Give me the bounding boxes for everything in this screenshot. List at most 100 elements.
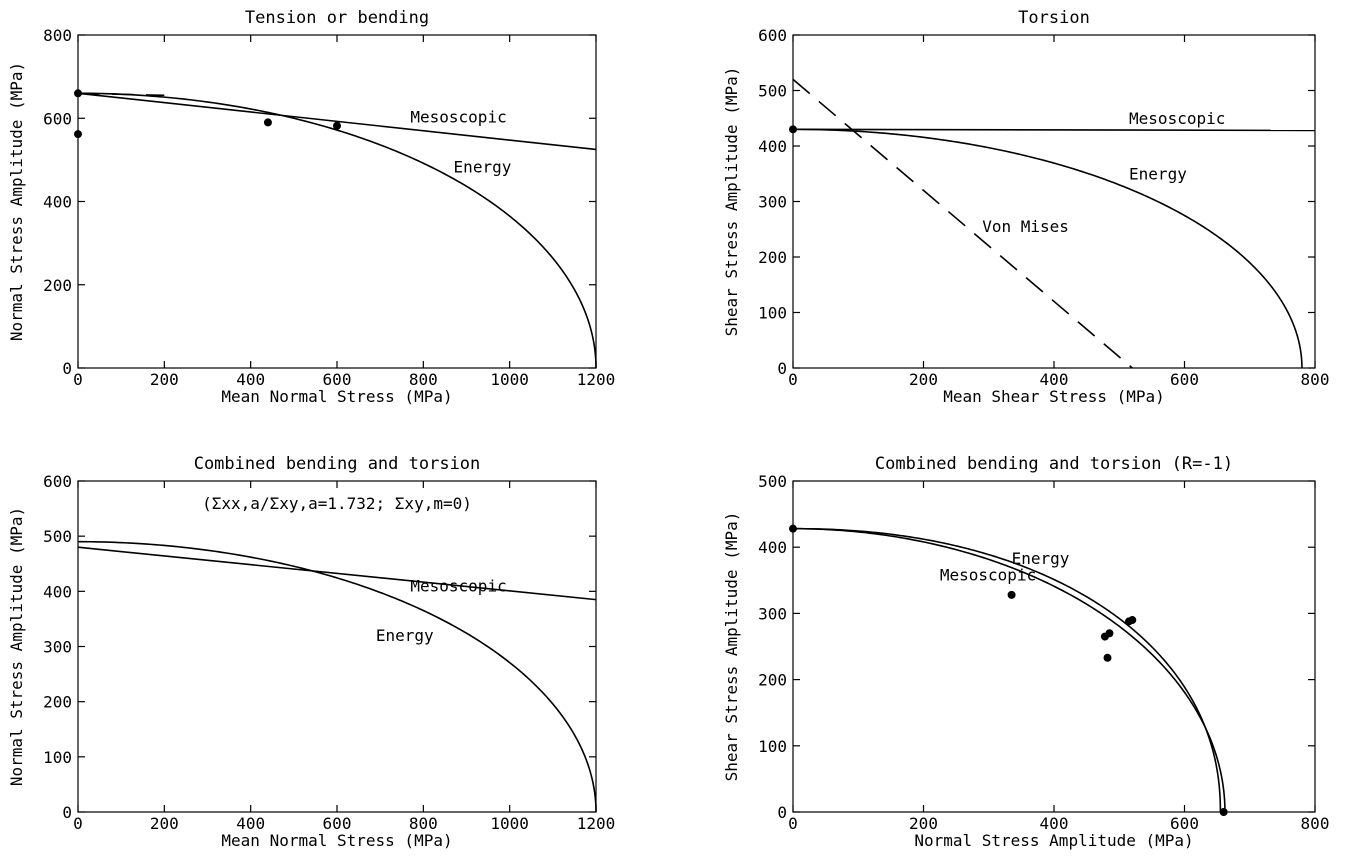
y-tick-label: 500 [43, 527, 72, 546]
chart-title: Torsion [1018, 8, 1090, 28]
energy-label: Energy [454, 157, 512, 176]
energy-curve [792, 527, 1226, 813]
x-tick-label: 1000 [490, 370, 529, 389]
y-tick-label: 300 [43, 638, 72, 657]
data-point [333, 121, 341, 130]
x-axis-label: Mean Normal Stress (MPa) [221, 387, 452, 406]
x-tick-label: 0 [788, 370, 798, 389]
y-axis-label: Normal Stress Amplitude (MPa) [7, 62, 26, 341]
x-tick-label: 1200 [577, 814, 616, 833]
x-tick-label: 600 [323, 370, 352, 389]
x-tick-label: 800 [409, 814, 438, 833]
x-tick-label: 800 [409, 370, 438, 389]
y-tick-label: 0 [777, 803, 787, 822]
y-axis-label: Shear Stress Amplitude (MPa) [722, 67, 741, 337]
data-point [1128, 616, 1137, 625]
chart-title: Tension or bending [245, 8, 429, 28]
chart-title: Combined bending and torsion (R=-1) [875, 454, 1233, 474]
chart-panel-3: Combined bending and torsion (Σxx,a/Σxy,a… [7, 454, 615, 850]
data-point [263, 118, 272, 127]
data-point [1105, 629, 1114, 638]
von-mises-label: Von Mises [982, 217, 1069, 236]
energy-curve [78, 92, 597, 369]
x-tick-label: 1200 [577, 370, 616, 389]
mesoscopic-curve [792, 128, 1316, 132]
x-tick-label: 200 [909, 370, 938, 389]
energy-curve [77, 540, 597, 813]
chart-subtitle: (Σxx,a/Σxy,a=1.732; Σxy,m=0) [202, 494, 472, 513]
mesoscopic-label: Mesoscopic [410, 107, 506, 126]
y-tick-label: 300 [758, 193, 787, 212]
y-tick-label: 200 [758, 248, 787, 267]
x-tick-label: 600 [1170, 370, 1199, 389]
energy-label: Energy [1129, 164, 1187, 183]
data-point [1007, 590, 1016, 599]
y-axis-label: Normal Stress Amplitude (MPa) [7, 507, 26, 786]
data-point [74, 130, 82, 139]
mesoscopic-curve [792, 527, 1222, 813]
x-tick-label: 1000 [490, 814, 529, 833]
x-tick-label: 0 [73, 814, 83, 833]
mesoscopic-label: Mesoscopic [940, 565, 1036, 584]
y-tick-label: 100 [43, 748, 72, 767]
x-tick-label: 200 [909, 814, 938, 833]
chart-title: Combined bending and torsion [194, 454, 481, 474]
x-axis-label: Normal Stress Amplitude (MPa) [914, 831, 1193, 850]
von-mises-curve [792, 78, 1133, 369]
chart-panel-1: Tension or bending 0 200 400 600 800 1000 1200 0… [7, 8, 615, 406]
y-tick-label: 800 [43, 26, 72, 45]
data-point [1219, 808, 1228, 816]
y-tick-label: 100 [758, 304, 787, 323]
y-tick-label: 600 [43, 109, 72, 128]
x-tick-label: 400 [1040, 814, 1069, 833]
energy-label: Energy [1012, 549, 1070, 568]
mesoscopic-curve [77, 546, 597, 601]
y-tick-label: 300 [758, 604, 787, 623]
data-point [789, 524, 797, 533]
y-tick-label: 0 [62, 359, 72, 378]
x-tick-label: 400 [236, 370, 265, 389]
x-tick-label: 600 [1170, 814, 1199, 833]
x-tick-label: 800 [1301, 370, 1330, 389]
data-point [74, 89, 82, 98]
y-tick-label: 600 [758, 26, 787, 45]
plot-frame [77, 34, 597, 369]
x-tick-label: 400 [1040, 370, 1069, 389]
x-tick-label: 800 [1301, 814, 1330, 833]
x-tick-label: 0 [73, 370, 83, 389]
y-tick-label: 400 [43, 193, 72, 212]
data-point [789, 125, 797, 134]
energy-curve [792, 128, 1303, 369]
y-tick-label: 200 [43, 276, 72, 295]
x-axis-label: Mean Normal Stress (MPa) [221, 831, 452, 850]
unnamed-curve [77, 92, 165, 97]
data-point [1103, 653, 1112, 662]
x-tick-label: 400 [236, 814, 265, 833]
mesoscopic-label: Mesoscopic [1129, 109, 1225, 128]
x-tick-label: 600 [323, 814, 352, 833]
y-tick-label: 100 [758, 737, 787, 756]
y-tick-label: 0 [62, 803, 72, 822]
x-tick-label: 0 [788, 814, 798, 833]
energy-label: Energy [376, 626, 434, 645]
x-tick-label: 200 [150, 814, 179, 833]
x-tick-label: 200 [150, 370, 179, 389]
y-tick-label: 400 [758, 538, 787, 557]
y-tick-label: 600 [43, 472, 72, 491]
y-tick-label: 200 [758, 671, 787, 690]
y-axis-label: Shear Stress Amplitude (MPa) [722, 512, 741, 782]
chart-panel-4: Combined bending and torsion (R=-1) 0 200 4… [722, 454, 1329, 850]
x-axis-label: Mean Shear Stress (MPa) [943, 387, 1165, 406]
mesoscopic-label: Mesoscopic [410, 576, 506, 595]
plot-frame [77, 480, 597, 813]
plot-frame [792, 34, 1316, 369]
y-tick-label: 200 [43, 693, 72, 712]
mesoscopic-curve [77, 92, 597, 151]
plot-frame [792, 480, 1316, 813]
y-tick-label: 500 [758, 472, 787, 491]
y-tick-label: 500 [758, 82, 787, 101]
y-tick-label: 400 [758, 137, 787, 156]
y-tick-label: 0 [777, 359, 787, 378]
y-tick-label: 400 [43, 582, 72, 601]
